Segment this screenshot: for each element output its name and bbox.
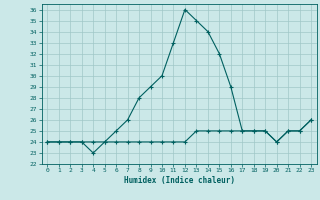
X-axis label: Humidex (Indice chaleur): Humidex (Indice chaleur) [124, 176, 235, 185]
